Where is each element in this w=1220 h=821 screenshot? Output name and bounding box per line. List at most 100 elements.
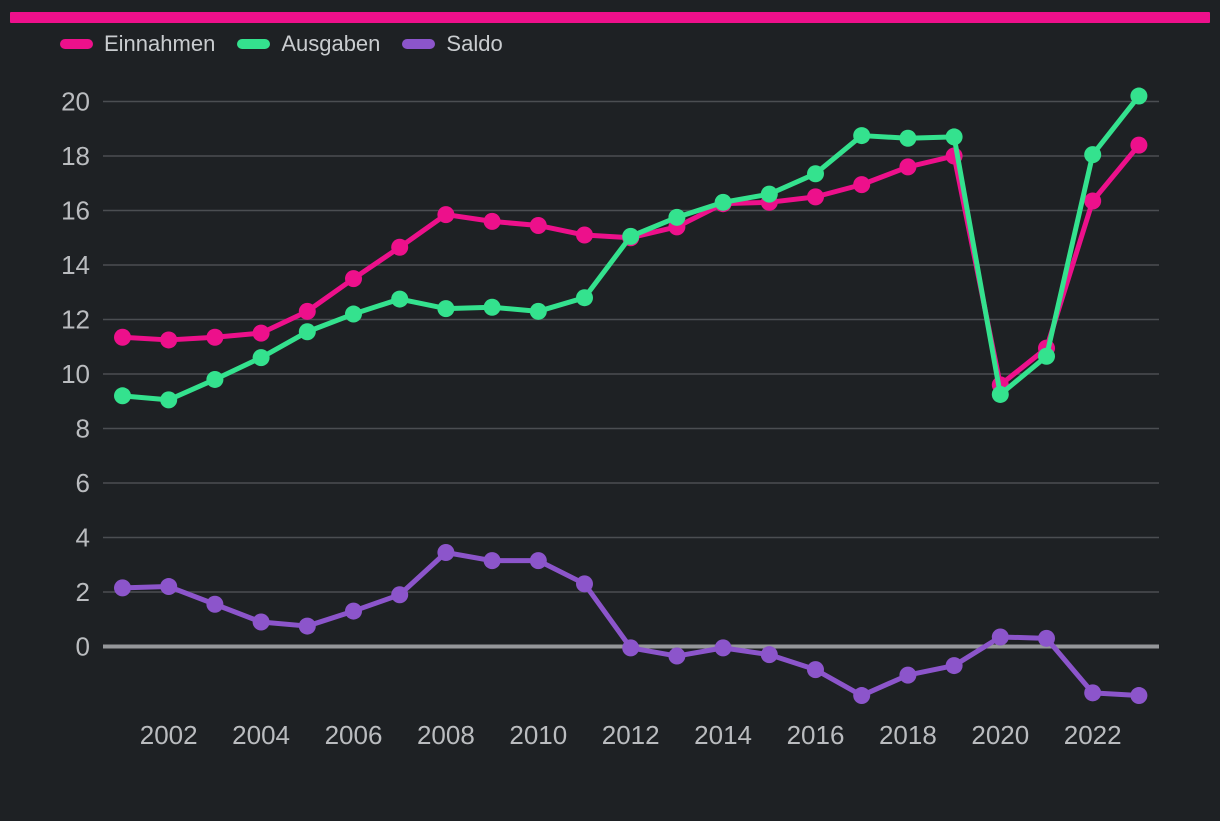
- data-point-einnahmen-2016[interactable]: [807, 188, 824, 206]
- data-point-ausgaben-2012[interactable]: [622, 227, 640, 245]
- data-point-einnahmen-2001[interactable]: [114, 328, 131, 346]
- x-tick-label: 2002: [140, 720, 198, 750]
- data-point-einnahmen-2017[interactable]: [853, 176, 871, 194]
- y-tick-label: 6: [76, 468, 90, 498]
- data-point-ausgaben-2017[interactable]: [853, 127, 871, 145]
- x-tick-label: 2022: [1064, 720, 1122, 750]
- data-point-saldo-2013[interactable]: [668, 647, 686, 665]
- data-point-einnahmen-2023[interactable]: [1130, 136, 1148, 154]
- data-point-saldo-2003[interactable]: [206, 595, 224, 613]
- series-line-ausgaben: [120, 93, 1142, 403]
- data-point-saldo-2011[interactable]: [576, 575, 593, 593]
- x-tick-label: 2006: [325, 720, 383, 750]
- data-point-saldo-2022[interactable]: [1084, 684, 1102, 702]
- data-point-ausgaben-2002[interactable]: [160, 391, 178, 409]
- data-point-einnahmen-2006[interactable]: [345, 270, 362, 288]
- data-point-saldo-2004[interactable]: [252, 613, 270, 631]
- data-point-einnahmen-2005[interactable]: [298, 302, 316, 320]
- y-tick-label: 4: [76, 523, 90, 553]
- data-point-saldo-2001[interactable]: [114, 579, 131, 597]
- x-tick-label: 2008: [417, 720, 475, 750]
- data-point-ausgaben-2007[interactable]: [391, 290, 409, 308]
- x-tick-label: 2004: [232, 720, 290, 750]
- data-point-einnahmen-2002[interactable]: [160, 331, 178, 349]
- gridlines: [103, 100, 1159, 593]
- data-point-einnahmen-2008[interactable]: [437, 206, 455, 224]
- data-point-einnahmen-2022[interactable]: [1084, 192, 1102, 210]
- y-tick-label: 18: [61, 141, 90, 171]
- y-tick-label: 0: [76, 632, 90, 662]
- data-point-saldo-2006[interactable]: [345, 602, 362, 620]
- data-point-einnahmen-2003[interactable]: [206, 328, 224, 346]
- data-point-ausgaben-2013[interactable]: [668, 208, 686, 226]
- x-axis: 2002 2004 2006 2008 2010 2012 2014 2016 2018 2020…: [140, 720, 1122, 750]
- x-tick-label: 2020: [971, 720, 1029, 750]
- data-point-saldo-2010[interactable]: [529, 552, 547, 570]
- data-point-ausgaben-2023[interactable]: [1130, 87, 1148, 105]
- data-point-ausgaben-2014[interactable]: [714, 193, 732, 211]
- data-point-ausgaben-2003[interactable]: [206, 370, 224, 388]
- ausgaben-swatch-icon: [237, 39, 271, 49]
- data-point-einnahmen-2007[interactable]: [391, 238, 409, 256]
- data-point-ausgaben-2016[interactable]: [807, 165, 824, 183]
- data-point-ausgaben-2001[interactable]: [114, 387, 131, 405]
- data-point-einnahmen-2004[interactable]: [252, 324, 270, 342]
- series-ausgaben: [114, 87, 1148, 409]
- data-point-ausgaben-2021[interactable]: [1038, 347, 1055, 365]
- legend-label-ausgaben: Ausgaben: [281, 31, 381, 56]
- x-tick-label: 2012: [602, 720, 660, 750]
- data-point-ausgaben-2022[interactable]: [1084, 146, 1102, 164]
- data-point-einnahmen-2011[interactable]: [576, 226, 593, 244]
- data-point-saldo-2019[interactable]: [945, 657, 963, 675]
- y-tick-label: 14: [61, 250, 90, 280]
- data-point-ausgaben-2010[interactable]: [529, 302, 547, 320]
- y-tick-label: 10: [61, 359, 90, 389]
- data-point-saldo-2015[interactable]: [760, 646, 778, 664]
- data-point-ausgaben-2005[interactable]: [298, 323, 316, 341]
- x-tick-label: 2014: [694, 720, 752, 750]
- data-point-saldo-2005[interactable]: [298, 617, 316, 635]
- einnahmen-swatch-icon: [60, 39, 93, 49]
- data-point-saldo-2009[interactable]: [483, 552, 501, 570]
- data-point-ausgaben-2011[interactable]: [576, 289, 593, 307]
- x-tick-label: 2016: [787, 720, 845, 750]
- data-point-einnahmen-2018[interactable]: [899, 158, 917, 176]
- data-point-ausgaben-2020[interactable]: [991, 385, 1009, 403]
- y-tick-label: 2: [76, 577, 90, 607]
- data-point-ausgaben-2018[interactable]: [899, 129, 917, 147]
- legend-label-saldo: Saldo: [446, 31, 503, 56]
- series-line-saldo: [120, 549, 1142, 699]
- data-point-saldo-2020[interactable]: [991, 628, 1009, 646]
- x-tick-label: 2018: [879, 720, 937, 750]
- data-point-saldo-2017[interactable]: [853, 687, 871, 705]
- data-point-einnahmen-2009[interactable]: [483, 212, 501, 230]
- data-point-saldo-2018[interactable]: [899, 666, 917, 684]
- legend-item-saldo[interactable]: Saldo: [402, 30, 503, 58]
- data-point-saldo-2008[interactable]: [437, 543, 455, 561]
- y-axis: 0 2 4 6 8 10 12 14 16 18 20: [61, 87, 90, 662]
- data-point-ausgaben-2015[interactable]: [760, 185, 778, 203]
- y-tick-label: 20: [61, 87, 90, 117]
- data-point-saldo-2023[interactable]: [1130, 687, 1148, 705]
- top-accent-bar: [10, 12, 1210, 23]
- data-point-saldo-2002[interactable]: [160, 578, 178, 596]
- data-point-saldo-2016[interactable]: [807, 661, 824, 679]
- data-point-einnahmen-2010[interactable]: [529, 216, 547, 234]
- y-tick-label: 16: [61, 196, 90, 226]
- data-point-ausgaben-2019[interactable]: [945, 128, 963, 146]
- data-point-ausgaben-2009[interactable]: [483, 298, 501, 316]
- legend-item-ausgaben[interactable]: Ausgaben: [237, 30, 380, 58]
- chart-legend: Einnahmen Ausgaben Saldo: [60, 30, 503, 58]
- x-tick-label: 2010: [509, 720, 567, 750]
- series-saldo: [114, 543, 1148, 705]
- data-point-saldo-2014[interactable]: [714, 639, 732, 657]
- data-point-ausgaben-2006[interactable]: [345, 305, 362, 323]
- data-point-saldo-2007[interactable]: [391, 586, 409, 604]
- legend-item-einnahmen[interactable]: Einnahmen: [60, 30, 215, 58]
- saldo-swatch-icon: [402, 39, 436, 49]
- data-point-ausgaben-2004[interactable]: [252, 349, 270, 367]
- data-point-ausgaben-2008[interactable]: [437, 300, 455, 318]
- data-point-saldo-2021[interactable]: [1038, 629, 1055, 647]
- data-point-saldo-2012[interactable]: [622, 639, 640, 657]
